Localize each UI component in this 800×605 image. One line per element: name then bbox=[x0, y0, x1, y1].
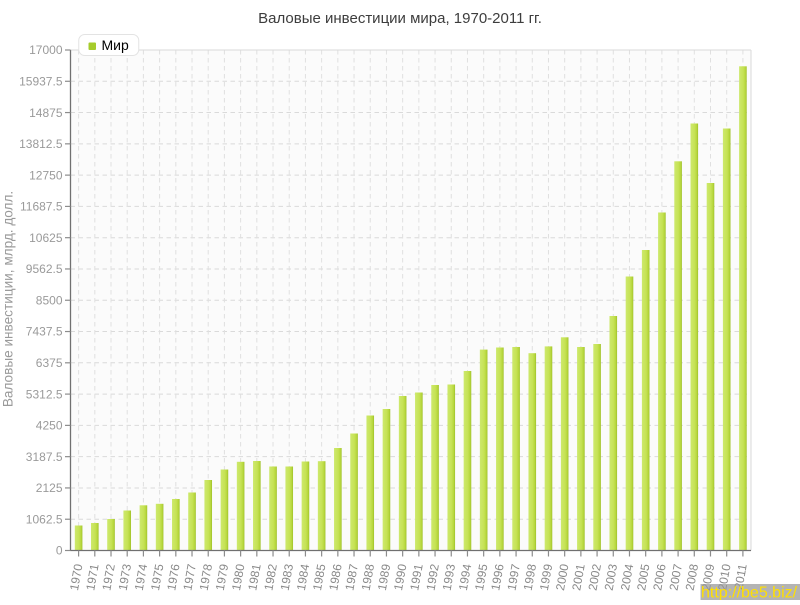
svg-text:1062.5: 1062.5 bbox=[26, 512, 63, 526]
svg-text:Валовые инвестиции, млрд. долл: Валовые инвестиции, млрд. долл. bbox=[1, 191, 16, 407]
svg-text:6375: 6375 bbox=[36, 356, 63, 370]
svg-text:11687.5: 11687.5 bbox=[20, 200, 63, 214]
svg-text:5312.5: 5312.5 bbox=[26, 387, 63, 401]
svg-text:8500: 8500 bbox=[36, 293, 63, 307]
svg-text:4250: 4250 bbox=[36, 419, 63, 433]
svg-text:10625: 10625 bbox=[29, 231, 63, 245]
svg-text:Валовые инвестиции мира, 1970-: Валовые инвестиции мира, 1970-2011 гг. bbox=[258, 10, 542, 27]
svg-text:Мир: Мир bbox=[102, 37, 129, 53]
svg-text:9562.5: 9562.5 bbox=[26, 262, 63, 276]
svg-text:3187.5: 3187.5 bbox=[26, 450, 63, 464]
svg-text:http://be5.biz/: http://be5.biz/ bbox=[701, 585, 798, 601]
svg-text:13812.5: 13812.5 bbox=[19, 137, 63, 151]
svg-text:14875: 14875 bbox=[29, 106, 63, 120]
svg-text:2125: 2125 bbox=[36, 481, 63, 495]
svg-text:12750: 12750 bbox=[29, 168, 63, 182]
svg-text:17000: 17000 bbox=[29, 43, 63, 57]
svg-text:0: 0 bbox=[56, 544, 63, 558]
svg-text:15937.5: 15937.5 bbox=[19, 74, 63, 88]
svg-text:7437.5: 7437.5 bbox=[26, 325, 63, 339]
